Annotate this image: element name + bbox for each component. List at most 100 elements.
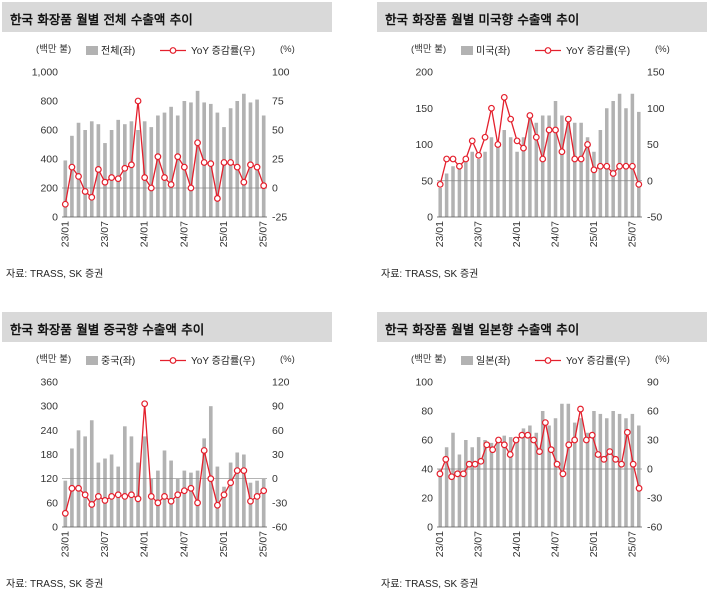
y-left-tick-label: 240: [40, 425, 58, 437]
bar: [528, 425, 532, 527]
bar: [156, 470, 160, 527]
yoy-point: [154, 499, 162, 507]
yoy-point: [606, 448, 614, 455]
bar: [444, 447, 449, 527]
legend-bar-swatch: [461, 356, 473, 365]
yoy-point: [213, 195, 221, 202]
y-left-tick-label: 50: [421, 175, 433, 187]
yoy-point: [448, 473, 456, 481]
x-tick-label: 24/07: [178, 221, 190, 247]
yoy-point: [61, 509, 69, 517]
yoy-point: [68, 484, 76, 492]
yoy-point: [618, 460, 625, 468]
bar: [457, 454, 462, 527]
yoy-point: [628, 162, 636, 170]
yoy-point: [462, 155, 470, 163]
y-left-tick-label: 60: [421, 435, 433, 447]
x-tick-label: 25/01: [218, 221, 230, 247]
y-right-tick-label: 100: [272, 67, 290, 79]
bar: [534, 122, 539, 217]
x-tick-label: 25/01: [588, 221, 600, 247]
y-left-tick-label: 600: [40, 125, 58, 137]
bar: [261, 478, 266, 527]
yoy-point: [443, 155, 451, 163]
y-left-tick-label: 20: [421, 493, 433, 505]
yoy-point: [590, 166, 598, 174]
bar: [129, 121, 134, 217]
yoy-point: [180, 487, 188, 495]
yoy-point: [588, 431, 596, 439]
bar: [248, 102, 253, 217]
yoy-point: [161, 492, 168, 500]
yoy-point: [481, 133, 489, 141]
yoy-point: [539, 155, 547, 163]
bar: [242, 454, 246, 527]
y-left-tick-label: 150: [415, 103, 433, 115]
yoy-point: [75, 172, 82, 180]
bar: [142, 121, 147, 217]
bar: [438, 469, 442, 527]
yoy-point: [194, 139, 201, 147]
y-left-tick-label: 100: [415, 377, 433, 389]
y-left-tick-label: 0: [52, 212, 58, 224]
bar: [451, 432, 455, 527]
y-right-tick-label: 0: [272, 183, 278, 195]
yoy-point: [600, 455, 608, 463]
y-right-tick-label: -25: [272, 212, 287, 224]
yoy-point: [629, 460, 637, 468]
yoy-point: [233, 467, 241, 475]
yoy-point: [612, 455, 620, 463]
yoy-point: [220, 491, 228, 499]
yoy-point: [207, 160, 215, 168]
x-tick-label: 23/07: [473, 531, 485, 557]
yoy-point: [240, 467, 248, 475]
y-left-tick-label: 0: [52, 522, 58, 534]
x-tick-label: 23/07: [99, 531, 111, 557]
bar: [515, 437, 519, 527]
chart-us: (백만 불) (%) 미국(좌) YoY 증감률(우) 0 50 100 150 200 -50 0…: [411, 44, 670, 247]
yoy-point: [552, 126, 559, 134]
bar: [476, 437, 481, 527]
bar: [175, 115, 180, 217]
yoy-point: [88, 501, 96, 508]
yoy-point: [488, 104, 495, 112]
y-left-tick-label: 360: [40, 377, 58, 389]
yoy-point: [260, 182, 268, 190]
bar: [175, 478, 180, 527]
y-right-tick-label: -60: [272, 522, 287, 534]
bar: [483, 151, 487, 217]
yoy-point: [530, 436, 538, 444]
bar: [624, 418, 628, 527]
yoy-point: [260, 487, 268, 495]
y-left-tick-label: 180: [40, 449, 58, 461]
chart-title-bar: 한국 화장품 월별 전체 수출액 추이: [2, 2, 332, 32]
yoy-point: [547, 446, 555, 454]
y-left-tick-label: 1,000: [32, 67, 58, 79]
yoy-point: [81, 188, 89, 195]
bar: [169, 106, 173, 217]
x-tick-label: 24/07: [550, 531, 562, 557]
y-right-tick-label: -30: [272, 497, 287, 509]
yoy-point: [594, 451, 602, 458]
bar: [540, 115, 545, 217]
yoy-point: [603, 162, 611, 170]
yoy-point: [465, 460, 473, 468]
chart-panel-japan: 한국 화장품 월별 일본향 수출액 추이 (백만 불) (%) 일본(좌) YoY 증…: [377, 312, 707, 597]
bar: [149, 127, 154, 217]
y-left-tick-label: 0: [427, 522, 433, 534]
right-axis-unit: (%): [655, 44, 670, 55]
bar: [630, 93, 635, 217]
yoy-point: [541, 419, 549, 426]
left-axis-unit: (백만 불): [411, 354, 446, 365]
yoy-point: [635, 484, 643, 492]
yoy-point: [518, 431, 526, 439]
bar: [464, 159, 468, 217]
bar: [248, 482, 253, 527]
bar: [76, 122, 81, 217]
yoy-point: [596, 162, 604, 170]
bar: [189, 102, 193, 217]
yoy-point: [253, 492, 261, 500]
yoy-point: [114, 491, 122, 499]
yoy-point: [200, 447, 208, 454]
x-tick-label: 23/01: [59, 221, 71, 247]
